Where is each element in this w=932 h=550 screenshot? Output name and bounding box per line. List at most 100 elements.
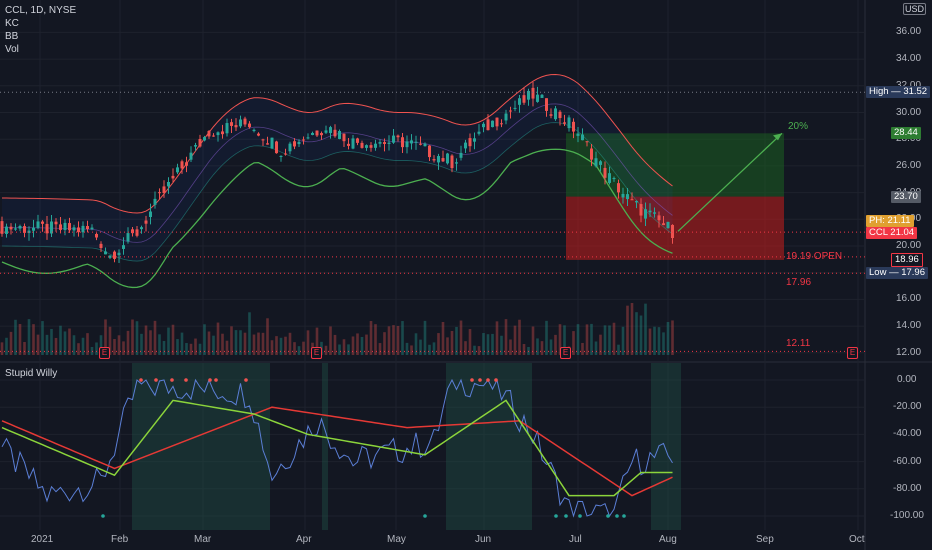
candle-body [459,152,463,158]
candle-body [243,118,247,125]
candle-body [527,90,530,100]
volume-bar [486,334,490,355]
symbol-legend: CCL, 1D, NYSE KC BB Vol [5,4,76,56]
candle-body [63,222,67,231]
volume-bar [603,325,607,355]
volume-bar [576,324,580,355]
volume-bar [509,339,512,355]
volume-bar [414,333,418,355]
keltner-fill [2,74,673,262]
candle-body [50,221,53,234]
volume-bar [392,325,395,355]
candle-body [360,142,364,148]
earnings-marker[interactable]: E [847,347,858,359]
open-annotation: 19.19 OPEN [786,250,843,262]
earnings-marker[interactable]: E [560,347,571,359]
volume-bar [653,326,656,355]
candle-body [248,123,251,128]
candle-body [113,251,116,259]
volume-bar [342,339,346,355]
earnings-marker[interactable]: E [99,347,110,359]
volume-bar [410,345,413,355]
prev-tag: PH: 21.11 [866,214,914,227]
volume-bar [153,320,157,355]
candle-body [513,107,517,109]
projection-arrow [677,132,783,232]
candle-body [365,145,368,148]
osc-axis-label: -100.00 [890,510,924,521]
volume-bar [315,327,319,355]
candle-body [86,226,89,230]
bollinger-lower [1,148,673,289]
volume-bar [468,329,472,355]
candle-body [117,252,121,256]
volume-bar [0,342,4,355]
candle-body [554,108,557,120]
candle-body [162,186,166,194]
volume-bar [212,335,215,355]
candle-body [545,98,548,111]
candle-body [495,117,499,127]
volume-bar [540,341,544,355]
candle-body [90,227,94,230]
earnings-marker[interactable]: E [311,347,322,359]
indicator-title[interactable]: Stupid Willy [5,368,58,379]
volume-bar [446,337,449,355]
candle-body [630,199,634,201]
candle-body [212,135,215,137]
volume-bar [306,330,310,355]
symbol-line[interactable]: CCL, 1D, NYSE [5,5,77,16]
candle-body [612,178,616,180]
price-axis-label: 20.00 [896,240,922,251]
candle-body [410,140,413,144]
candle-body [500,123,503,125]
candle-body [644,209,647,219]
candle-body [374,143,377,148]
volume-bar [518,319,521,355]
overbought-dot [214,378,218,382]
indicator-kc[interactable]: KC [5,18,19,29]
indicator-bb[interactable]: BB [5,31,19,42]
candle-body [437,156,440,163]
oversold-dot [423,514,427,518]
overbought-dot [170,378,174,382]
candle-body [185,162,188,166]
candle-body [369,145,373,148]
currency-badge[interactable]: USD [903,3,927,15]
candle-body [275,141,278,154]
open-level-tag: 18.96 [891,253,923,268]
volume-bar [63,331,67,355]
volume-bar [374,324,377,355]
volume-bar [176,339,179,355]
overbought-dot [139,378,143,382]
candle-body [288,143,292,152]
candle-body [356,138,359,143]
low-level-annotation: 17.96 [786,277,812,289]
price-axis-label: 12.00 [896,346,922,358]
volume-bar [248,312,251,355]
volume-bar [369,321,373,355]
overbought-dot [184,378,188,382]
candle-body [617,183,620,193]
candle-body [5,226,8,234]
candle-body [302,139,305,141]
candle-body [540,94,544,98]
volume-bar [158,334,161,355]
osc-zone [446,363,532,530]
candle-body [657,215,661,221]
candle-body [54,221,58,225]
candle-body [18,225,22,229]
candle-body [486,119,490,131]
level-12-annotation: 12.11 [786,338,811,350]
volume-bar [81,337,85,355]
indicator-vol[interactable]: Vol [5,44,19,55]
candle-body [239,119,242,127]
volume-bar [545,320,548,355]
volume-bar [207,331,211,355]
volume-bar [455,326,458,355]
volume-bar [234,330,238,355]
candle-body [311,132,314,135]
candle-body [468,138,472,147]
time-axis-label: Mar [194,534,212,545]
